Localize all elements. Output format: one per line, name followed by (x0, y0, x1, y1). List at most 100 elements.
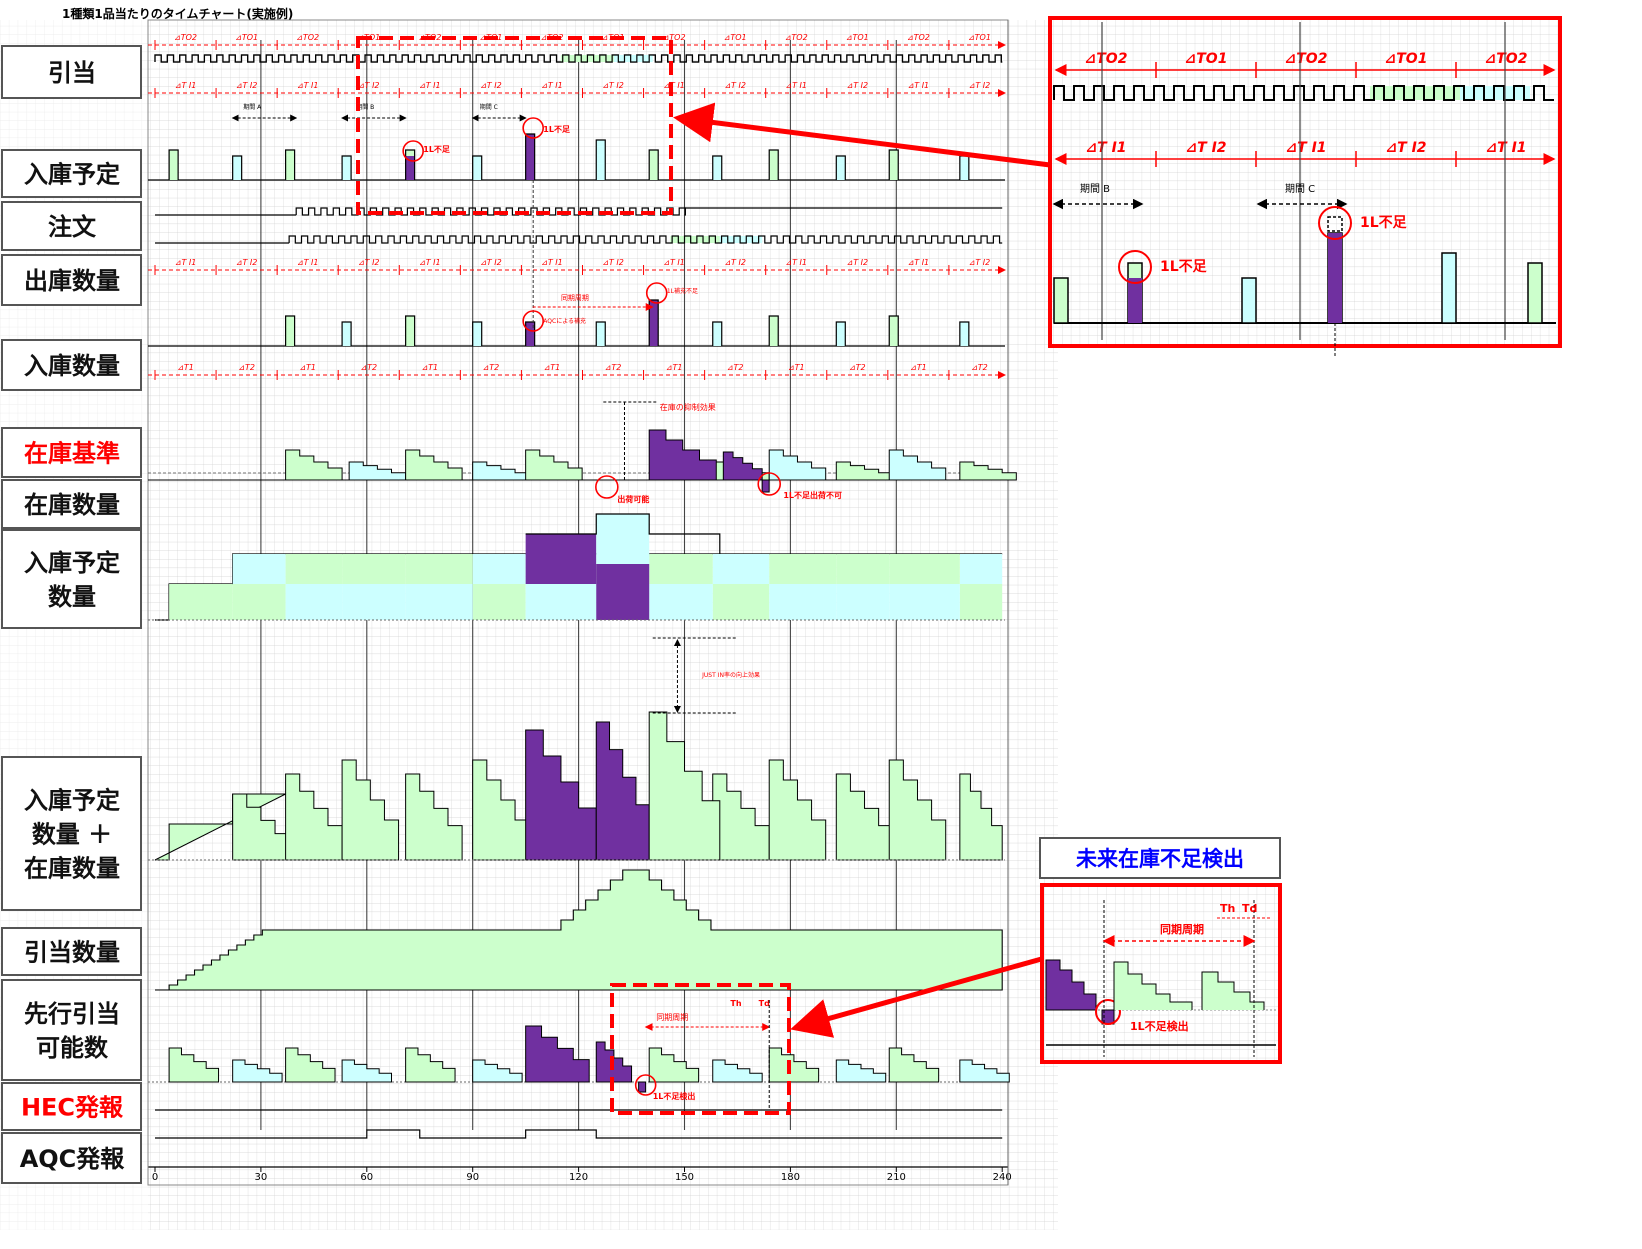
receive-plan-edge (285, 149, 296, 180)
row-label-box (1, 979, 142, 1081)
pre-alloc-saw (232, 1059, 283, 1083)
row-label-text: 入庫予定 (24, 161, 120, 189)
row-label-box (1, 479, 142, 529)
plan-qty-mid2 (405, 584, 473, 620)
to-interval-label: ⊿TO1 (235, 33, 258, 42)
receive-plan-edge (595, 139, 606, 180)
sum-saw (405, 773, 463, 861)
plan-qty-cyan (525, 584, 597, 620)
row-label-text: HEC発報 (21, 1094, 124, 1122)
receive-plan-bar (169, 150, 179, 180)
ship-qty-bar (889, 316, 899, 346)
order2-pulse (288, 235, 1003, 244)
receive-plan-edge (712, 155, 723, 180)
ship-qty-edge (285, 315, 296, 346)
sum-saw (888, 759, 947, 861)
plan-qty-bottom (712, 584, 770, 620)
pre-alloc-purple-3 (638, 1081, 647, 1093)
zoom-spike (1053, 277, 1069, 324)
pre-alloc-saw (768, 1047, 820, 1083)
plan-qty-top (959, 554, 1003, 584)
row-label-text: 注文 (48, 213, 97, 241)
short-1l-label-2: 1L不足 (543, 125, 571, 134)
receive-plan-purple (405, 156, 415, 180)
zoom-to-label: ⊿TO2 (1285, 51, 1328, 67)
ship-qty-bar (285, 316, 295, 346)
x-tick-label: 120 (569, 1172, 588, 1183)
ti-interval-2-label: ⊿T I1 (541, 258, 563, 267)
receive-plan-edge (648, 149, 659, 180)
receive-plan-bar (769, 150, 779, 180)
pre-alloc-saw (712, 1059, 763, 1083)
detect-label: 1L不足検出 (653, 1091, 696, 1101)
ti-interval-2-label: ⊿T I2 (602, 258, 624, 267)
sync-cycle-label-2: 同期周期 (656, 1013, 688, 1022)
plan-qty-bottom (836, 584, 890, 620)
row-label-box (1, 254, 142, 306)
zoom-short-2: 1L不足 (1360, 215, 1408, 231)
pre-alloc-saw (648, 1047, 700, 1083)
focus-box-bottom (610, 983, 791, 1115)
zoom-ti-label: ⊿T I1 (1285, 140, 1326, 156)
ship-qty-bar (596, 322, 606, 346)
ship-qty-edge (472, 321, 483, 346)
inventory-std-purple-2 (722, 451, 763, 481)
t-interval-label: ⊿T1 (910, 363, 927, 372)
receive-plan-bar (596, 140, 606, 180)
ti-interval-label: ⊿T I1 (541, 81, 563, 90)
zoom-spike (1241, 277, 1257, 324)
ship-ok-circle (595, 475, 619, 499)
ti-interval-2-label: ⊿T I1 (663, 258, 685, 267)
detect-circle (634, 1074, 657, 1096)
t-interval-label: ⊿T2 (238, 363, 255, 372)
row-label-text: 入庫数量 (24, 352, 120, 380)
zoom-bottom-circle (1095, 999, 1121, 1025)
ship-qty-edge (405, 315, 416, 346)
ship-qty-edge (525, 321, 536, 346)
zoom-spike-purple-2 (1328, 233, 1342, 323)
ti-interval-2-label: ⊿T I1 (908, 258, 930, 267)
suppression-label: 在庫の抑制効果 (660, 402, 716, 412)
plan-qty-top (232, 554, 286, 584)
plan-qty-peak (525, 513, 721, 554)
aqc-replenish-label: AQCによる補充 (543, 317, 586, 325)
row-label-text: 在庫数量 (24, 855, 120, 883)
plan-qty-block (169, 584, 233, 620)
ship-qty-bar (472, 322, 482, 346)
period-a-label: 期間 A (243, 103, 262, 111)
ti-interval-label: ⊿T I2 (969, 81, 991, 90)
receive-plan-purple (525, 134, 535, 180)
zoom-to-label: ⊿TO2 (1085, 51, 1128, 67)
zoom-bottom-detect: 1L不足検出 (1130, 1019, 1189, 1033)
plan-qty-mid2 (285, 584, 343, 620)
to-interval-label: ⊿TO2 (663, 33, 686, 42)
ti-interval-2-label: ⊿T I2 (236, 258, 258, 267)
t-interval-label: ⊿T2 (849, 363, 866, 372)
ti-interval-2-label: ⊿T I1 (175, 258, 197, 267)
inventory-std-saw (768, 449, 827, 481)
no-ship-circle (757, 472, 782, 496)
ti-interval-2-label: ⊿T I2 (480, 258, 502, 267)
row-label-box (1, 149, 142, 198)
row-label-box (1, 756, 142, 911)
ship-qty-edge (959, 321, 970, 346)
short-replenish-circle (645, 282, 668, 304)
plan-qty-top (342, 554, 406, 584)
x-tick-label: 60 (360, 1172, 373, 1183)
plan-qty-purple-2 (596, 564, 650, 620)
plan-qty-mid (769, 554, 837, 584)
t-interval-label: ⊿T2 (360, 363, 377, 372)
row-label-text: 入庫予定 (24, 549, 120, 577)
receive-plan-bar (712, 156, 722, 180)
to-interval-label: ⊿TO2 (174, 33, 197, 42)
plan-qty-top (472, 554, 526, 584)
receive-plan-edge (768, 149, 779, 180)
zoom-bottom-td: Td (1242, 902, 1257, 915)
zoom-dash-box (1327, 216, 1343, 232)
ti-interval-label: ⊿T I1 (908, 81, 930, 90)
pre-alloc-saw (472, 1059, 523, 1083)
sum-saw (341, 759, 400, 861)
